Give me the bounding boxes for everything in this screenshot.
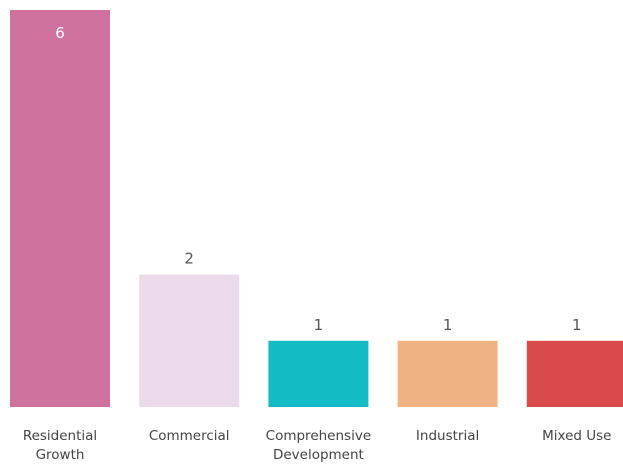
category-label-line: Development <box>273 447 364 463</box>
category-label-3: Industrial <box>416 428 479 444</box>
category-label-line: Industrial <box>416 428 479 444</box>
bar-3 <box>397 340 498 407</box>
value-label-4: 1 <box>572 316 582 334</box>
category-label-1: Commercial <box>149 428 230 444</box>
category-label-0: Residential Growth <box>23 428 97 463</box>
value-label-1: 2 <box>184 250 194 268</box>
bars-layer <box>10 10 623 407</box>
category-labels-layer: Residential Growth Commercial Comprehensive… <box>23 428 612 463</box>
bar-2 <box>268 340 369 407</box>
category-label-line: Growth <box>36 447 85 463</box>
bar-4 <box>526 340 623 407</box>
category-label-line: Residential <box>23 428 97 444</box>
bar-0 <box>10 10 110 407</box>
category-label-line: Commercial <box>149 428 230 444</box>
value-label-0: 6 <box>55 24 65 42</box>
category-label-4: Mixed Use <box>542 428 611 444</box>
category-label-line: Mixed Use <box>542 428 611 444</box>
category-label-line: Comprehensive <box>266 428 371 444</box>
value-label-2: 1 <box>314 316 324 334</box>
value-label-3: 1 <box>443 316 453 334</box>
value-labels-layer: 6 2 1 1 1 <box>55 24 581 334</box>
category-label-2: Comprehensive Development <box>266 428 371 463</box>
bar-1 <box>139 274 240 407</box>
